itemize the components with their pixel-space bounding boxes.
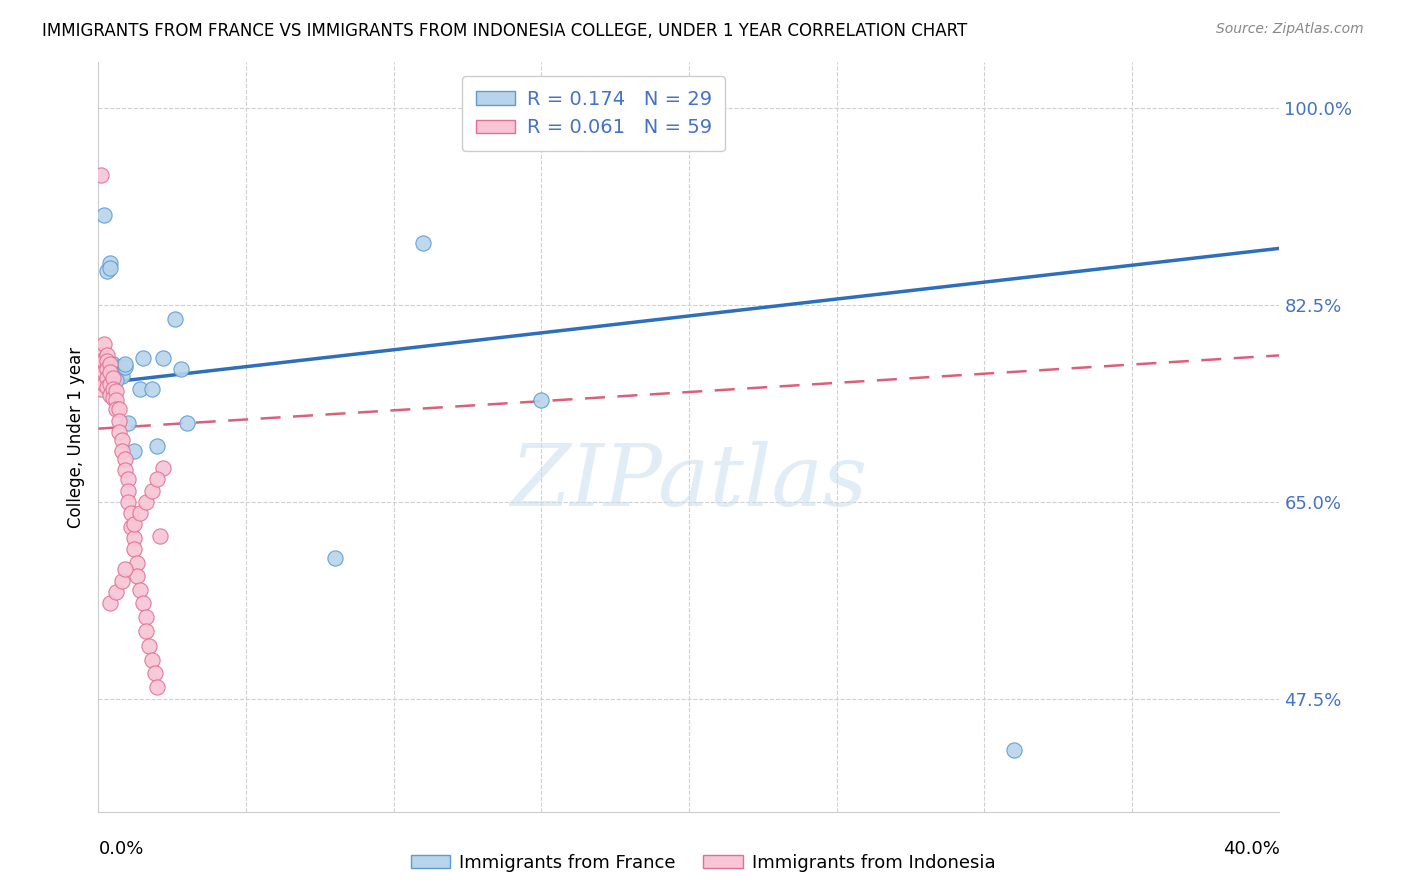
Point xyxy=(96,348,118,362)
Point xyxy=(141,382,163,396)
Point xyxy=(146,438,169,452)
Point xyxy=(98,388,121,402)
Point xyxy=(135,495,157,509)
Text: IMMIGRANTS FROM FRANCE VS IMMIGRANTS FROM INDONESIA COLLEGE, UNDER 1 YEAR CORREL: IMMIGRANTS FROM FRANCE VS IMMIGRANTS FRO… xyxy=(42,22,967,40)
Point xyxy=(103,359,125,374)
Point xyxy=(323,551,346,566)
Point xyxy=(111,368,134,383)
Point xyxy=(125,556,148,570)
Point xyxy=(143,666,166,681)
Point xyxy=(90,168,112,182)
Point xyxy=(98,256,121,270)
Point xyxy=(152,461,174,475)
Point xyxy=(114,358,136,372)
Legend: Immigrants from France, Immigrants from Indonesia: Immigrants from France, Immigrants from … xyxy=(404,847,1002,880)
Text: Source: ZipAtlas.com: Source: ZipAtlas.com xyxy=(1216,22,1364,37)
Point xyxy=(98,376,121,391)
Point xyxy=(132,596,155,610)
Point xyxy=(117,472,139,486)
Text: 0.0%: 0.0% xyxy=(98,840,143,858)
Point xyxy=(138,639,160,653)
Point xyxy=(90,348,112,362)
Point xyxy=(108,414,131,428)
Point xyxy=(114,463,136,477)
Point xyxy=(122,542,145,557)
Text: 40.0%: 40.0% xyxy=(1223,840,1279,858)
Point xyxy=(90,382,112,396)
Point xyxy=(132,351,155,365)
Point xyxy=(412,235,434,250)
Point xyxy=(93,208,115,222)
Point xyxy=(90,348,112,362)
Point xyxy=(108,363,131,377)
Point xyxy=(103,391,125,405)
Point xyxy=(103,358,125,372)
Point xyxy=(165,312,187,326)
Point xyxy=(103,382,125,396)
Point xyxy=(111,433,134,447)
Point xyxy=(108,402,131,417)
Point xyxy=(122,517,145,532)
Point xyxy=(98,596,121,610)
Point xyxy=(176,416,198,430)
Point xyxy=(96,264,118,278)
Point xyxy=(122,444,145,458)
Point xyxy=(96,354,118,368)
Point xyxy=(93,376,115,391)
Y-axis label: College, Under 1 year: College, Under 1 year xyxy=(66,346,84,528)
Point xyxy=(170,362,193,376)
Point xyxy=(1002,743,1025,757)
Point xyxy=(98,358,121,372)
Point xyxy=(96,362,118,376)
Point xyxy=(125,569,148,583)
Point xyxy=(90,371,112,385)
Point xyxy=(135,609,157,624)
Point xyxy=(128,506,150,520)
Point xyxy=(105,373,128,387)
Point xyxy=(105,393,128,408)
Point xyxy=(105,585,128,599)
Point xyxy=(152,351,174,365)
Point xyxy=(98,365,121,379)
Point xyxy=(117,483,139,498)
Legend: R = 0.174   N = 29, R = 0.061   N = 59: R = 0.174 N = 29, R = 0.061 N = 59 xyxy=(463,76,725,151)
Point xyxy=(135,624,157,639)
Point xyxy=(146,680,169,694)
Point xyxy=(93,337,115,351)
Point xyxy=(90,371,112,385)
Point xyxy=(96,371,118,385)
Point xyxy=(103,371,125,385)
Point xyxy=(128,582,150,597)
Point xyxy=(111,444,134,458)
Point xyxy=(105,384,128,399)
Point xyxy=(117,495,139,509)
Point xyxy=(141,483,163,498)
Text: ZIPatlas: ZIPatlas xyxy=(510,441,868,524)
Point xyxy=(117,416,139,430)
Point xyxy=(149,529,172,543)
Point xyxy=(93,354,115,368)
Point xyxy=(105,365,128,379)
Point xyxy=(530,393,553,408)
Point xyxy=(108,359,131,374)
Point xyxy=(114,562,136,576)
Point xyxy=(128,382,150,396)
Point xyxy=(122,531,145,545)
Point xyxy=(114,359,136,374)
Point xyxy=(96,380,118,394)
Point xyxy=(98,260,121,275)
Point xyxy=(120,506,142,520)
Point xyxy=(108,425,131,439)
Point xyxy=(114,452,136,467)
Point xyxy=(90,354,112,368)
Point xyxy=(141,652,163,666)
Point xyxy=(93,365,115,379)
Point xyxy=(146,472,169,486)
Point xyxy=(120,519,142,533)
Point xyxy=(105,402,128,417)
Point xyxy=(111,574,134,588)
